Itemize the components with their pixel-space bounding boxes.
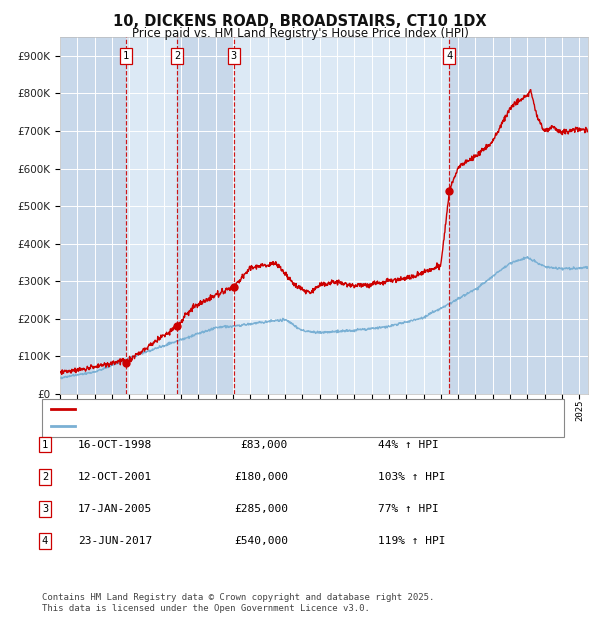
Text: £83,000: £83,000: [241, 440, 288, 450]
Bar: [449, 37, 588, 394]
Bar: [178, 37, 234, 394]
Text: 16-OCT-1998: 16-OCT-1998: [78, 440, 152, 450]
Text: 4: 4: [42, 536, 48, 546]
Text: 2: 2: [174, 51, 181, 61]
Bar: [234, 37, 449, 394]
Text: Contains HM Land Registry data © Crown copyright and database right 2025.
This d: Contains HM Land Registry data © Crown c…: [42, 593, 434, 613]
Text: 44% ↑ HPI: 44% ↑ HPI: [378, 440, 439, 450]
Text: HPI: Average price, semi-detached house, Thanet: HPI: Average price, semi-detached house,…: [80, 422, 322, 432]
Bar: [125, 37, 178, 394]
Text: 103% ↑ HPI: 103% ↑ HPI: [378, 472, 445, 482]
Text: £540,000: £540,000: [234, 536, 288, 546]
Text: 119% ↑ HPI: 119% ↑ HPI: [378, 536, 445, 546]
Text: 77% ↑ HPI: 77% ↑ HPI: [378, 504, 439, 514]
Text: 10, DICKENS ROAD, BROADSTAIRS, CT10 1DX: 10, DICKENS ROAD, BROADSTAIRS, CT10 1DX: [113, 14, 487, 29]
Text: 17-JAN-2005: 17-JAN-2005: [78, 504, 152, 514]
Text: 23-JUN-2017: 23-JUN-2017: [78, 536, 152, 546]
Text: 10, DICKENS ROAD, BROADSTAIRS, CT10 1DX (semi-detached house): 10, DICKENS ROAD, BROADSTAIRS, CT10 1DX …: [80, 404, 419, 414]
Text: Price paid vs. HM Land Registry's House Price Index (HPI): Price paid vs. HM Land Registry's House …: [131, 27, 469, 40]
Text: 1: 1: [122, 51, 129, 61]
Text: 12-OCT-2001: 12-OCT-2001: [78, 472, 152, 482]
Text: 3: 3: [42, 504, 48, 514]
Text: 1: 1: [42, 440, 48, 450]
Text: 3: 3: [230, 51, 237, 61]
Text: 2: 2: [42, 472, 48, 482]
Text: 4: 4: [446, 51, 452, 61]
Text: £285,000: £285,000: [234, 504, 288, 514]
Bar: [60, 37, 125, 394]
Text: £180,000: £180,000: [234, 472, 288, 482]
